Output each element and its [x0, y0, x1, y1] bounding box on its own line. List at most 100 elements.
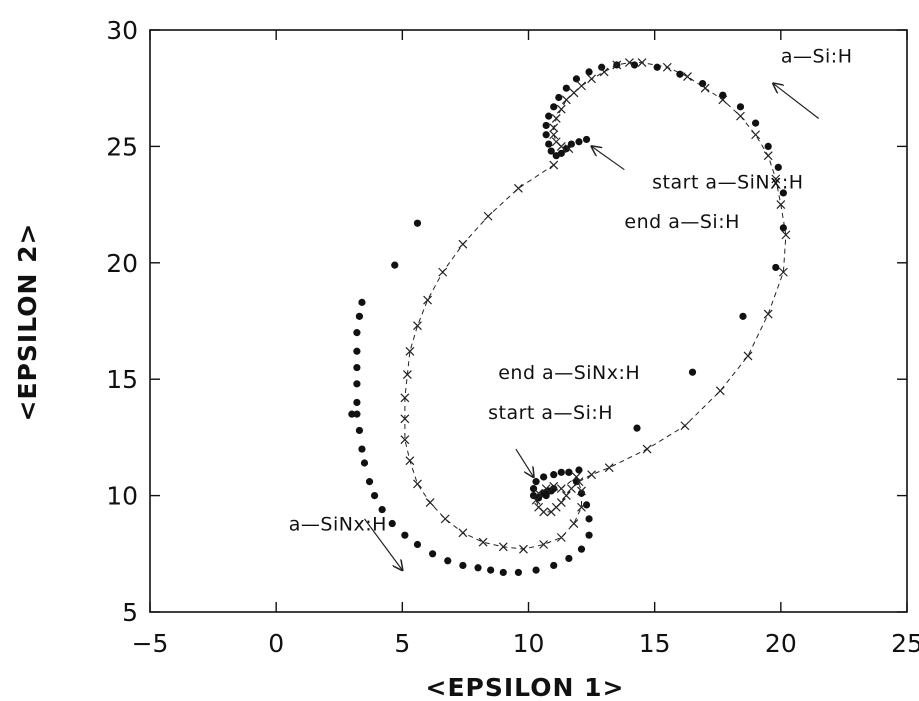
dot-point [736, 103, 745, 111]
cross-point [556, 484, 566, 494]
cross-point [440, 514, 450, 524]
dot-point [353, 347, 361, 355]
dot-point [542, 131, 550, 139]
dot-point [474, 564, 482, 572]
cross-point [736, 111, 745, 121]
dot-point [555, 93, 563, 102]
cross-point [574, 477, 584, 487]
dot-point [550, 561, 558, 570]
dot-point [459, 561, 467, 570]
y-tick-label: 10 [106, 482, 138, 511]
cross-point [546, 507, 556, 517]
axis-ticks [149, 29, 908, 613]
series-lines [404, 62, 787, 550]
cross-point [556, 104, 566, 114]
dot-point [572, 75, 581, 83]
cross-point [539, 540, 549, 549]
cross-point [549, 123, 559, 133]
y-tick-label: 20 [106, 249, 138, 278]
dot-point [540, 489, 548, 497]
dot-point [582, 501, 591, 509]
cross-point [551, 137, 561, 147]
cross-point [577, 486, 586, 496]
dot-point [562, 145, 570, 153]
dot-point [550, 103, 558, 111]
cross-point [531, 495, 541, 505]
x-tick-label: −5 [132, 629, 169, 658]
cross-point [541, 484, 551, 494]
dot-point [752, 119, 760, 127]
cross-point [561, 491, 571, 501]
cross-point [413, 321, 422, 331]
dot-point [585, 68, 593, 76]
cross-point [483, 211, 493, 221]
dot-point [739, 312, 747, 320]
x-tick-label: 0 [268, 629, 284, 658]
x-tick-label: 5 [394, 629, 410, 658]
x-axis-title: <EPSILON 1> [426, 673, 625, 701]
dot-point [774, 163, 782, 171]
dot-point [585, 531, 593, 539]
cross-point [662, 62, 672, 72]
dot-point [370, 492, 379, 500]
dot-point [598, 63, 606, 71]
dot-point [355, 426, 364, 435]
cross-point [577, 502, 586, 512]
dot-point [353, 363, 361, 372]
x-tick-label: 25 [891, 629, 919, 658]
dot-point [577, 489, 586, 497]
cross-point [478, 537, 488, 547]
dot-point [353, 380, 361, 388]
cross-point [778, 267, 788, 277]
cross-point [683, 72, 692, 81]
cross-point [564, 144, 574, 154]
cross-point [743, 351, 753, 361]
cross-point [405, 456, 415, 466]
annotation-arrow [364, 518, 402, 570]
dot-point [676, 70, 684, 78]
dot-point [532, 478, 540, 486]
dot-point [567, 140, 575, 148]
cross-point [405, 346, 415, 356]
annotation-label: start a—SiNx:H [652, 171, 803, 193]
cross-point [569, 519, 579, 528]
cross-point [612, 60, 622, 70]
cross-point [680, 421, 690, 431]
dot-point [582, 135, 591, 144]
dot-point [577, 545, 586, 553]
cross-point [458, 239, 468, 249]
dot-point [565, 554, 573, 563]
annotation-label: start a—Si:H [488, 402, 613, 424]
dot-point [355, 312, 364, 320]
y-tick-label: 5 [122, 598, 138, 627]
dot-point [719, 91, 727, 99]
cross-point [718, 95, 728, 105]
dot-point [540, 473, 548, 481]
x-tick-label: 20 [765, 629, 797, 658]
cross-point [534, 488, 544, 498]
dot-point [545, 112, 553, 120]
cross-point [549, 160, 559, 170]
dot-point [764, 142, 772, 150]
dot-point [353, 329, 361, 337]
cross-point [423, 295, 432, 305]
cross-point [763, 151, 773, 161]
dot-point [358, 445, 366, 453]
annotation-label: a—SiNx:H [289, 514, 387, 536]
dot-point [653, 63, 661, 71]
y-tick-label: 15 [106, 365, 138, 394]
dot-point [572, 478, 581, 486]
dot-point [779, 189, 787, 197]
annotation-label: a—Si:H [781, 46, 853, 68]
plot-frame [149, 29, 908, 613]
dot-point [360, 459, 369, 467]
dot-point [348, 410, 356, 418]
cross-point [569, 88, 579, 98]
series-line [404, 62, 787, 550]
dot-point [353, 410, 361, 418]
cross-point [513, 183, 523, 193]
dot-point [429, 550, 437, 558]
cross-point [400, 414, 410, 424]
dot-point [391, 261, 399, 269]
